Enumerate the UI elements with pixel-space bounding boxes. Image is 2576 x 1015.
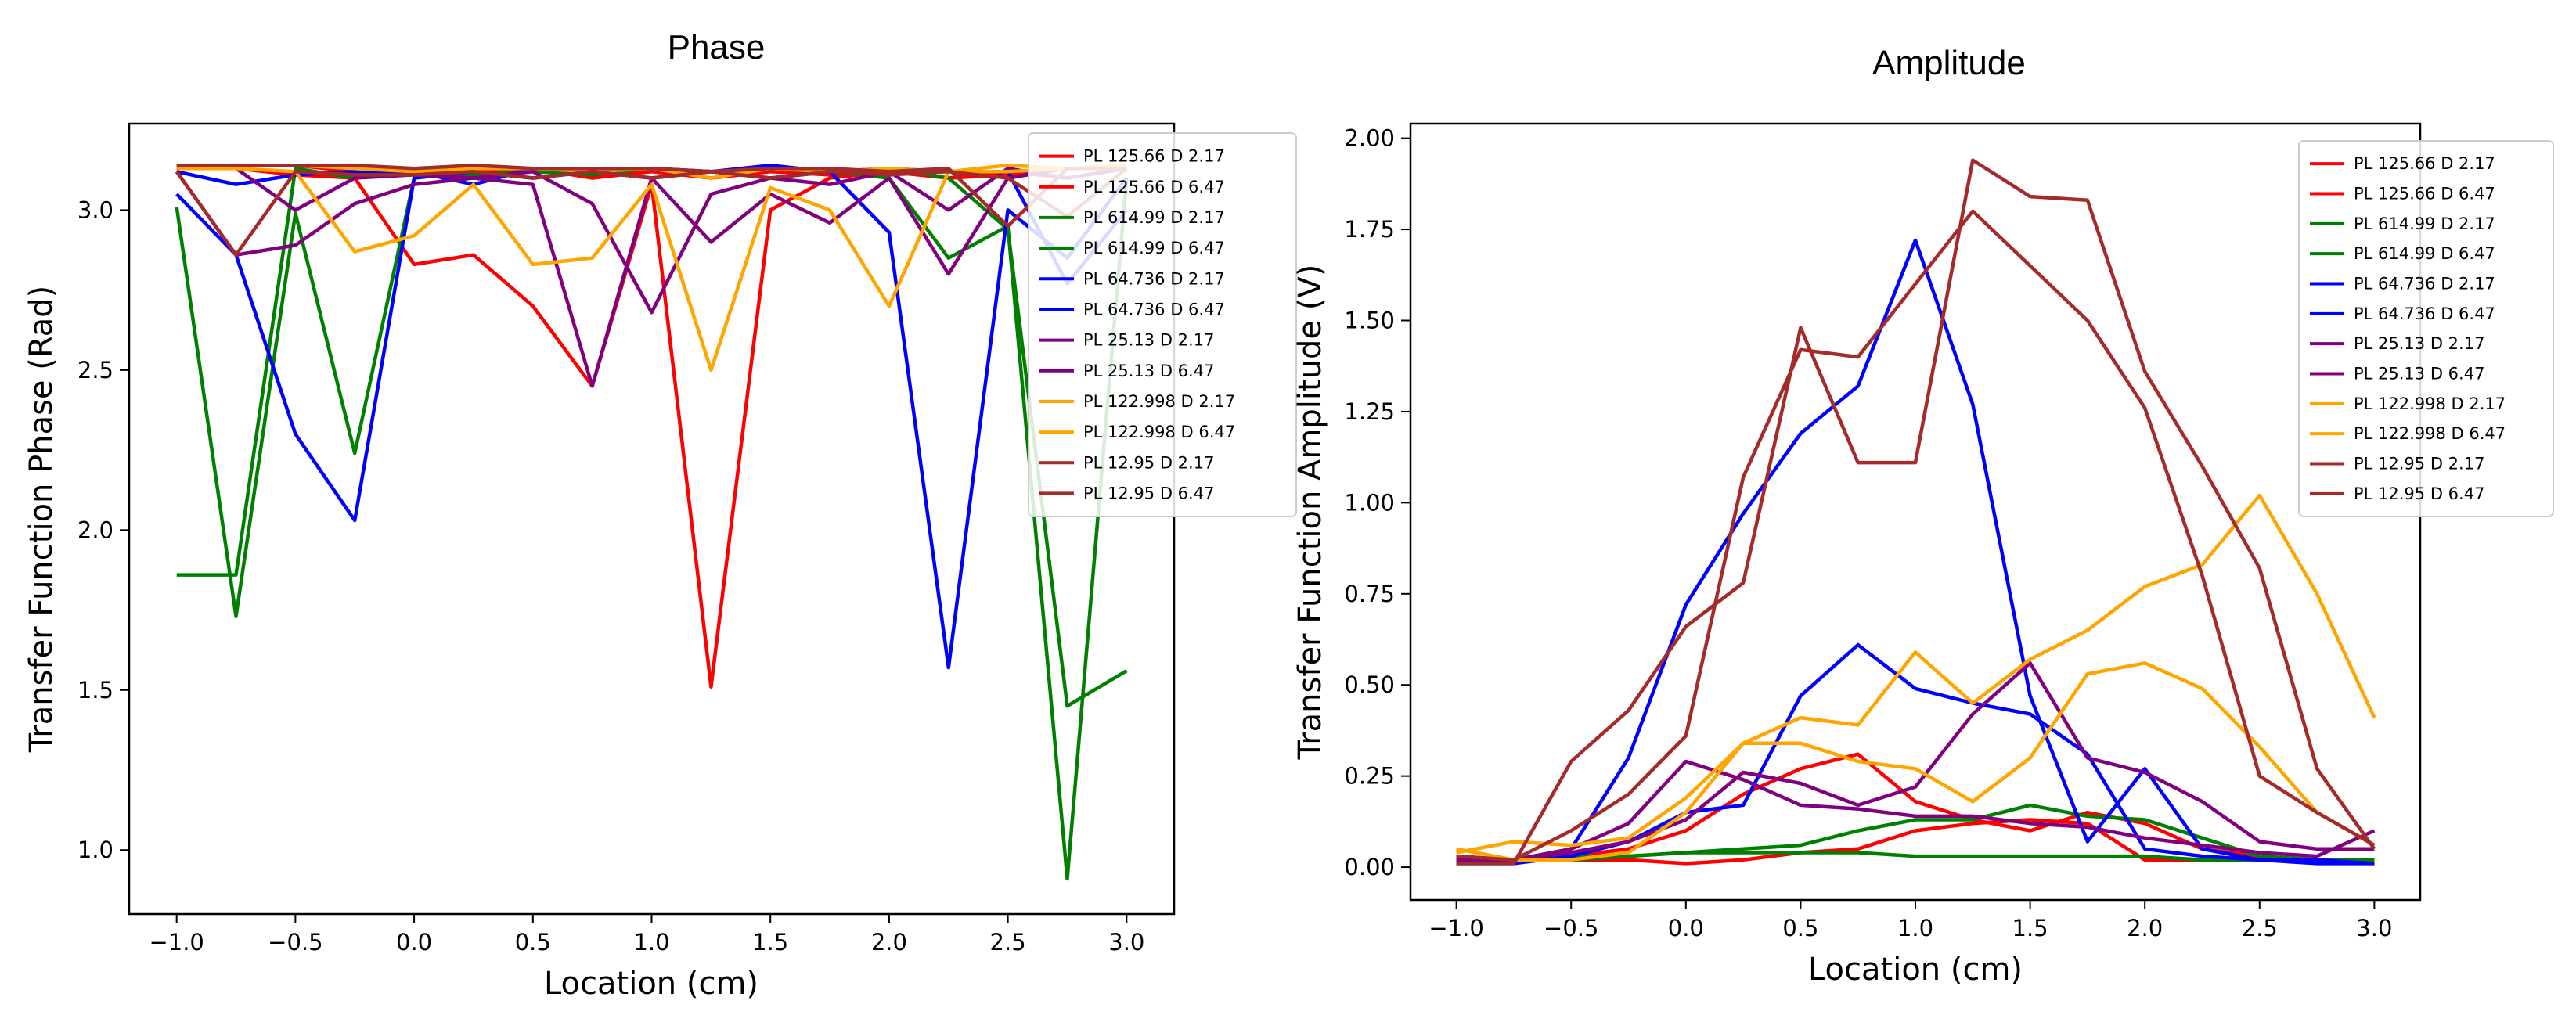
x-tick-label: 0.5 — [515, 929, 551, 956]
x-tick-label: 2.5 — [990, 929, 1026, 956]
series-line-11 — [175, 167, 1128, 257]
y-tick-label: 1.75 — [1344, 216, 1395, 243]
x-tick-label: 3.0 — [1108, 929, 1144, 956]
y-tick-label: 2.5 — [77, 357, 113, 383]
series-line-9 — [1456, 493, 2376, 862]
x-tick-label: 1.5 — [752, 929, 788, 956]
legend-entry: PL 64.736 D 6.47 — [1083, 300, 1225, 319]
y-tick-label: 0.00 — [1344, 854, 1395, 880]
series-line-7 — [1456, 759, 2376, 862]
x-tick-label: 1.5 — [2012, 915, 2048, 941]
series-line-2 — [176, 163, 1127, 180]
x-tick-label: 0.0 — [1668, 915, 1704, 941]
y-tick-label: 3.0 — [77, 196, 113, 223]
x-tick-label: 2.0 — [2127, 915, 2163, 941]
x-tick-label: −0.5 — [268, 929, 322, 956]
series-lines — [1456, 158, 2376, 866]
x-tick-label: −1.0 — [1429, 915, 1483, 941]
legend-entry: PL 64.736 D 6.47 — [2354, 304, 2495, 323]
legend-entry: PL 614.99 D 6.47 — [1083, 239, 1225, 257]
legend-box — [2298, 140, 2554, 517]
y-tick-label: 1.00 — [1344, 489, 1395, 516]
x-axis-label: Location (cm) — [1808, 952, 2023, 988]
series-line-4 — [176, 166, 1128, 708]
legend: PL 125.66 D 2.17 PL 125.66 D 6.47 PL 614.9… — [2298, 140, 2554, 517]
x-tick-label: −1.0 — [149, 929, 204, 956]
y-tick-label: 0.25 — [1344, 763, 1395, 790]
series-line-8 — [1456, 661, 2375, 862]
amplitude-panel: Amplitude −1.0 −0.5 0.0 0.5 1.0 1.5 2.0 2.5 3.0 0.… — [1292, 44, 2554, 988]
y-tick-label: 1.25 — [1344, 398, 1395, 425]
legend-entry: PL 614.99 D 6.47 — [2354, 244, 2495, 263]
series-line-5 — [1456, 238, 2375, 866]
y-tick-label: 1.50 — [1344, 307, 1395, 333]
legend-entry: PL 125.66 D 6.47 — [1083, 178, 1225, 196]
chart-title: Phase — [668, 28, 766, 67]
y-tick-label: 0.50 — [1344, 671, 1395, 698]
x-tick-label: 0.0 — [396, 929, 432, 956]
legend-entry: PL 614.99 D 2.17 — [2354, 214, 2495, 233]
legend-entry: PL 12.95 D 6.47 — [1083, 484, 1214, 502]
series-line-9 — [176, 166, 1127, 373]
series-line-12 — [176, 163, 1127, 229]
legend-entry: PL 614.99 D 2.17 — [1083, 208, 1225, 227]
y-tick-label: 0.75 — [1344, 581, 1395, 607]
series-line-12 — [1456, 158, 2376, 866]
series-line-3 — [175, 170, 1129, 881]
y-axis-label: Transfer Function Phase (Rad) — [23, 286, 59, 754]
legend-box — [1028, 132, 1297, 517]
legend-entry: PL 122.998 D 2.17 — [2354, 394, 2506, 413]
x-tick-label: 0.5 — [1782, 915, 1818, 941]
phase-panel: Phase −1.0 −0.5 0.0 0.5 1.0 1.5 2.0 2.5 3.0 1.0 1.5… — [23, 28, 1297, 1002]
legend-entry: PL 122.998 D 6.47 — [2354, 424, 2506, 443]
legend-entry: PL 25.13 D 6.47 — [1083, 362, 1214, 380]
series-line-4 — [1456, 851, 2375, 862]
series-line-5 — [175, 170, 1129, 670]
x-tick-label: 1.0 — [633, 929, 669, 956]
legend-entry: PL 25.13 D 6.47 — [2354, 365, 2484, 383]
x-tick-label: 2.0 — [871, 929, 907, 956]
legend-entry: PL 12.95 D 2.17 — [2354, 455, 2484, 473]
x-tick-label: 2.5 — [2242, 915, 2278, 941]
series-line-11 — [1456, 209, 2376, 862]
x-axis-label: Location (cm) — [544, 966, 758, 1002]
legend-entry: PL 125.66 D 2.17 — [1083, 147, 1225, 166]
legend-entry: PL 122.998 D 6.47 — [1083, 423, 1235, 441]
chart-title: Amplitude — [1872, 44, 2026, 82]
legend: PL 125.66 D 2.17 PL 125.66 D 6.47 PL 614.9… — [1028, 132, 1297, 517]
x-tick-label: 3.0 — [2356, 915, 2392, 941]
legend-entry: PL 25.13 D 2.17 — [2354, 334, 2484, 353]
legend-entry: PL 64.736 D 2.17 — [2354, 275, 2495, 293]
y-tick-label: 2.00 — [1344, 125, 1395, 152]
series-line-10 — [1456, 661, 2376, 855]
y-tick-label: 2.0 — [77, 516, 113, 543]
series-line-1 — [176, 166, 1127, 689]
legend-entry: PL 12.95 D 2.17 — [1083, 453, 1214, 472]
series-line-8 — [176, 163, 1127, 315]
y-tick-label: 1.0 — [77, 837, 113, 863]
series-lines — [175, 163, 1129, 881]
legend-entry: PL 64.736 D 2.17 — [1083, 269, 1225, 288]
legend-entry: PL 25.13 D 2.17 — [1083, 331, 1214, 350]
legend-entry: PL 125.66 D 2.17 — [2354, 154, 2495, 173]
y-axis-label: Transfer Function Amplitude (V) — [1292, 265, 1328, 761]
legend-entry: PL 12.95 D 6.47 — [2354, 484, 2484, 503]
x-tick-label: −0.5 — [1544, 915, 1598, 941]
legend-entry: PL 125.66 D 6.47 — [2354, 185, 2495, 203]
legend-entry: PL 122.998 D 2.17 — [1083, 392, 1235, 411]
y-tick-label: 1.5 — [77, 677, 113, 704]
x-tick-label: 1.0 — [1897, 915, 1933, 941]
